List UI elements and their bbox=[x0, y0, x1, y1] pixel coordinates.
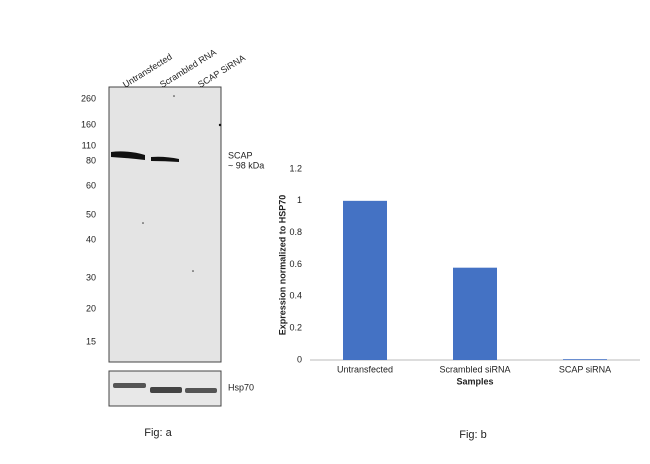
caption: Fig: b bbox=[459, 429, 487, 441]
speck bbox=[142, 222, 144, 224]
caption: Fig: a bbox=[144, 427, 172, 439]
loading-label: Hsp70 bbox=[228, 382, 254, 392]
marker-label: 20 bbox=[86, 303, 96, 313]
y-tick-label: 0.2 bbox=[289, 323, 302, 333]
y-tick-label: 0 bbox=[297, 354, 302, 364]
blot-membrane bbox=[108, 86, 222, 363]
x-axis-label: Samples bbox=[456, 376, 493, 386]
marker-label: 80 bbox=[86, 155, 96, 165]
band bbox=[150, 387, 182, 393]
y-tick-label: 0.4 bbox=[289, 291, 302, 301]
y-tick-label: 1 bbox=[297, 195, 302, 205]
speck bbox=[173, 95, 175, 97]
x-tick-label: Scrambled siRNA bbox=[439, 364, 510, 374]
band bbox=[111, 151, 145, 160]
speck bbox=[218, 123, 222, 127]
western-blot: SCAP ~ 98 kDa Hsp70 Fig: a bbox=[108, 86, 264, 439]
y-tick-label: 1.2 bbox=[289, 163, 302, 173]
marker-label: 40 bbox=[86, 234, 96, 244]
band bbox=[185, 388, 217, 393]
band bbox=[151, 156, 179, 162]
marker-label: 160 bbox=[81, 119, 96, 129]
marker-label: 110 bbox=[82, 140, 96, 150]
bar bbox=[453, 267, 497, 360]
marker-label: 260 bbox=[81, 93, 96, 103]
marker-label: 60 bbox=[86, 180, 96, 190]
y-axis-label: Expression normalized to HSP70 bbox=[277, 195, 287, 336]
x-tick-label: Untransfected bbox=[337, 364, 393, 374]
marker-label: 30 bbox=[86, 272, 96, 282]
bar bbox=[343, 200, 387, 360]
marker-label: 50 bbox=[86, 209, 96, 219]
y-tick-label: 0.8 bbox=[289, 227, 302, 237]
speck bbox=[192, 270, 194, 272]
band-label: ~ 98 kDa bbox=[228, 160, 264, 170]
band-label: SCAP bbox=[228, 150, 253, 160]
bar bbox=[563, 359, 607, 360]
x-tick-label: SCAP siRNA bbox=[559, 364, 611, 374]
band bbox=[113, 383, 146, 388]
y-tick-label: 0.6 bbox=[289, 259, 302, 269]
marker-label: 15 bbox=[86, 336, 96, 346]
